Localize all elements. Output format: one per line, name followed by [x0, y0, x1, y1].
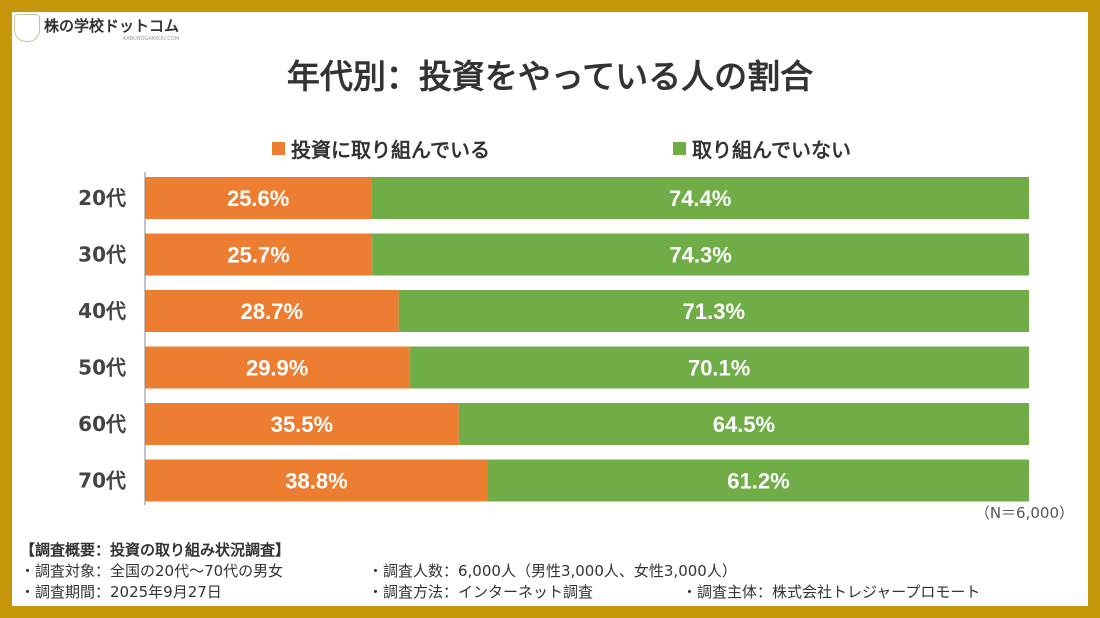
bar-segment	[398, 290, 1029, 332]
data-label: 28.7%	[241, 299, 303, 324]
bar-segment	[487, 459, 1029, 502]
data-label: 35.5%	[271, 412, 333, 437]
footer-method: ・調査方法：インターネット調査	[368, 583, 594, 601]
logo: 株の学校ドットコム KABUNOGAKKOU.COM	[14, 14, 179, 42]
bar-segment	[145, 346, 410, 389]
bar-segment	[145, 403, 459, 445]
bar-segment	[458, 403, 1029, 445]
category-label: 60代	[78, 412, 126, 436]
category-label: 50代	[78, 356, 126, 380]
footer-sponsor: ・調査主体：株式会社トレジャープロモート	[682, 583, 981, 601]
category-label: 30代	[78, 243, 126, 267]
footer-target: ・調査対象：全国の20代～70代の男女	[20, 562, 284, 580]
footer-period: ・調査期間：2025年9月27日	[20, 583, 222, 601]
logo-name: 株の学校ドットコム	[44, 16, 180, 35]
data-label: 70.1%	[688, 356, 750, 381]
data-label: 38.8%	[285, 469, 347, 494]
legend-item-invest: 投資に取り組んでいる	[272, 134, 490, 163]
bar-segment	[409, 346, 1029, 389]
legend-label: 投資に取り組んでいる	[291, 138, 490, 162]
bar-segment	[372, 233, 1029, 276]
data-label: 61.2%	[727, 469, 789, 494]
bar-segment	[145, 290, 399, 332]
category-label: 20代	[78, 186, 126, 210]
bar-segment	[371, 177, 1030, 219]
data-label: 71.3%	[683, 299, 745, 324]
legend-swatch	[673, 142, 686, 155]
bar-segment	[145, 233, 373, 276]
legend-swatch	[272, 142, 285, 155]
data-label: 74.4%	[669, 186, 731, 211]
footer-heading: 【調査概要：投資の取り組み状況調査】	[20, 541, 291, 559]
data-label: 74.3%	[669, 243, 731, 268]
data-label: 64.5%	[713, 412, 775, 437]
data-label: 29.9%	[246, 356, 308, 381]
bar-segment	[145, 459, 488, 502]
category-label: 70代	[78, 469, 126, 493]
chart-title: 年代別：投資をやっている人の割合	[286, 57, 814, 96]
sample-size: （N＝6,000）	[974, 504, 1074, 522]
data-label: 25.7%	[227, 243, 289, 268]
legend-item-not-invest: 取り組んでいない	[673, 134, 851, 163]
category-label: 40代	[78, 299, 126, 323]
logo-shield-icon	[14, 14, 40, 42]
legend-label: 取り組んでいない	[692, 138, 851, 162]
footer-count: ・調査人数：6,000人（男性3,000人、女性3,000人）	[368, 562, 737, 580]
logo-sub: KABUNOGAKKOU.COM	[123, 35, 180, 42]
bar-segment	[145, 177, 372, 219]
legend: 投資に取り組んでいる 取り組んでいない	[0, 134, 1100, 163]
data-label: 25.6%	[227, 186, 289, 211]
